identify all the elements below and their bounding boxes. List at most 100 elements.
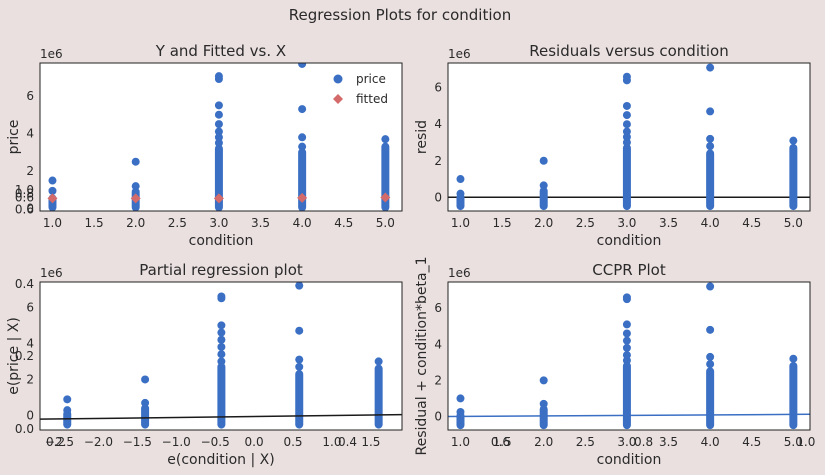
outlier-point — [706, 134, 715, 143]
point-column-1 — [539, 186, 548, 211]
outlier-point — [622, 133, 631, 141]
fit-line — [40, 413, 402, 420]
x-axis-label: e(condition | X) — [167, 452, 274, 468]
outlier-point — [381, 135, 390, 144]
y-tick-label: 6 — [434, 81, 442, 95]
y-tick-label: 4 — [26, 336, 34, 350]
y-tick-label: 0 — [26, 202, 34, 216]
outlier-point — [622, 111, 631, 120]
outlier-point — [217, 321, 226, 330]
point-column-1 — [539, 405, 548, 430]
outlier-point — [622, 320, 631, 329]
point-column-4 — [381, 142, 390, 211]
x-axis-label: condition — [597, 452, 662, 468]
x-tick-label: 2.5 — [576, 435, 595, 449]
chart-resid: 1.0 1.5 2.0 2.5 3.0 3.5 4.0 4.5 5.0 0 2 4 6 1e6 Residu… — [414, 42, 811, 249]
axis-offset-label: 1e6 — [40, 266, 63, 280]
x-tick-label: 5.0 — [784, 216, 803, 230]
x-tick-label: −1.0 — [162, 435, 191, 449]
outlier-point — [48, 186, 57, 195]
x-tick-label: 1.5 — [493, 216, 512, 230]
axis-offset-label: 1e6 — [448, 47, 471, 61]
x-tick-label: 4.0 — [701, 435, 720, 449]
x-axis-label: condition — [597, 233, 662, 249]
y-axis-label: price — [6, 120, 22, 155]
x-tick-label: 2.0 — [126, 216, 145, 230]
y-tick-label: 6 — [26, 89, 34, 103]
outlier-point — [539, 156, 548, 165]
plot-frame — [447, 281, 811, 431]
outlier-point — [706, 63, 715, 72]
outlier-point — [539, 181, 548, 190]
x-tick-label: 3.0 — [209, 216, 228, 230]
point-column-0 — [456, 193, 465, 211]
point-column-3 — [706, 367, 715, 430]
point-column-2 — [214, 144, 223, 211]
outlier-point — [706, 107, 715, 116]
y-tick-label: 2 — [434, 373, 442, 387]
y-axis-label: e(price | X) — [6, 317, 22, 395]
outlier-point — [622, 343, 631, 352]
plot-frame — [39, 62, 403, 212]
x-tick-label: 5.0 — [376, 216, 395, 230]
outlier-point — [298, 142, 307, 151]
y-tick-label: 2 — [26, 372, 34, 386]
outlier-point — [217, 328, 226, 337]
outlier-point — [622, 351, 631, 360]
x-tick-label: 5.0 — [784, 435, 803, 449]
fitted-point — [130, 193, 141, 204]
outlier-point — [217, 292, 226, 301]
outlier-point — [789, 136, 798, 145]
outlier-point — [298, 63, 307, 68]
plot-marks — [40, 282, 402, 429]
outlier-point — [295, 355, 304, 364]
x-tick-label: 1.0 — [322, 435, 341, 449]
x-axis-label: condition — [189, 233, 254, 249]
point-column-3 — [295, 370, 304, 429]
x-tick-label: 3.5 — [659, 216, 678, 230]
outlier-point — [63, 395, 72, 404]
axis-offset-label: 1e6 — [40, 47, 63, 61]
x-tick-label: 3.5 — [659, 435, 678, 449]
x-tick-label: 2.0 — [534, 435, 553, 449]
outlier-point — [214, 110, 223, 119]
outlier-point — [622, 127, 631, 136]
x-tick-label: 3.0 — [617, 435, 636, 449]
x-tick-label: −1.5 — [123, 435, 152, 449]
outlier-point — [214, 101, 223, 110]
outlier-point — [214, 120, 223, 129]
overlap-tick-label: 0.4 — [15, 277, 34, 291]
x-tick-label: −2.5 — [45, 435, 74, 449]
point-column-2 — [622, 143, 631, 211]
outlier-point — [706, 142, 715, 151]
outlier-point — [48, 176, 57, 185]
outlier-point — [456, 394, 465, 403]
plot-frame — [39, 281, 403, 431]
point-column-4 — [789, 143, 798, 211]
chart-title: CCPR Plot — [592, 261, 666, 279]
x-tick-label: 2.5 — [168, 216, 187, 230]
fitted-point — [297, 192, 308, 203]
y-tick-label: 6 — [434, 301, 442, 315]
overlap-tick-label: 0.0 — [15, 422, 34, 436]
legend-marker — [333, 94, 343, 104]
outlier-point — [706, 360, 715, 369]
fit-line — [448, 413, 810, 418]
x-tick-label: 3.5 — [251, 216, 270, 230]
outlier-point — [622, 138, 631, 147]
x-tick-label: 1.0 — [43, 216, 62, 230]
outlier-point — [295, 282, 304, 290]
y-tick-label: 0 — [434, 190, 442, 204]
outlier-point — [214, 138, 223, 147]
outlier-point — [374, 357, 383, 366]
outlier-point — [214, 127, 223, 136]
outlier-point — [622, 101, 631, 110]
outlier-point — [214, 72, 223, 81]
y-tick-label: 4 — [434, 117, 442, 131]
outlier-point — [456, 407, 465, 416]
overlap-tick-label: 0.8 — [634, 435, 653, 449]
y-tick-label: 2 — [26, 164, 34, 178]
plot-marks — [448, 63, 810, 211]
overlap-tick-label: 0.6 — [491, 435, 510, 449]
y-tick-label: 0 — [434, 409, 442, 423]
